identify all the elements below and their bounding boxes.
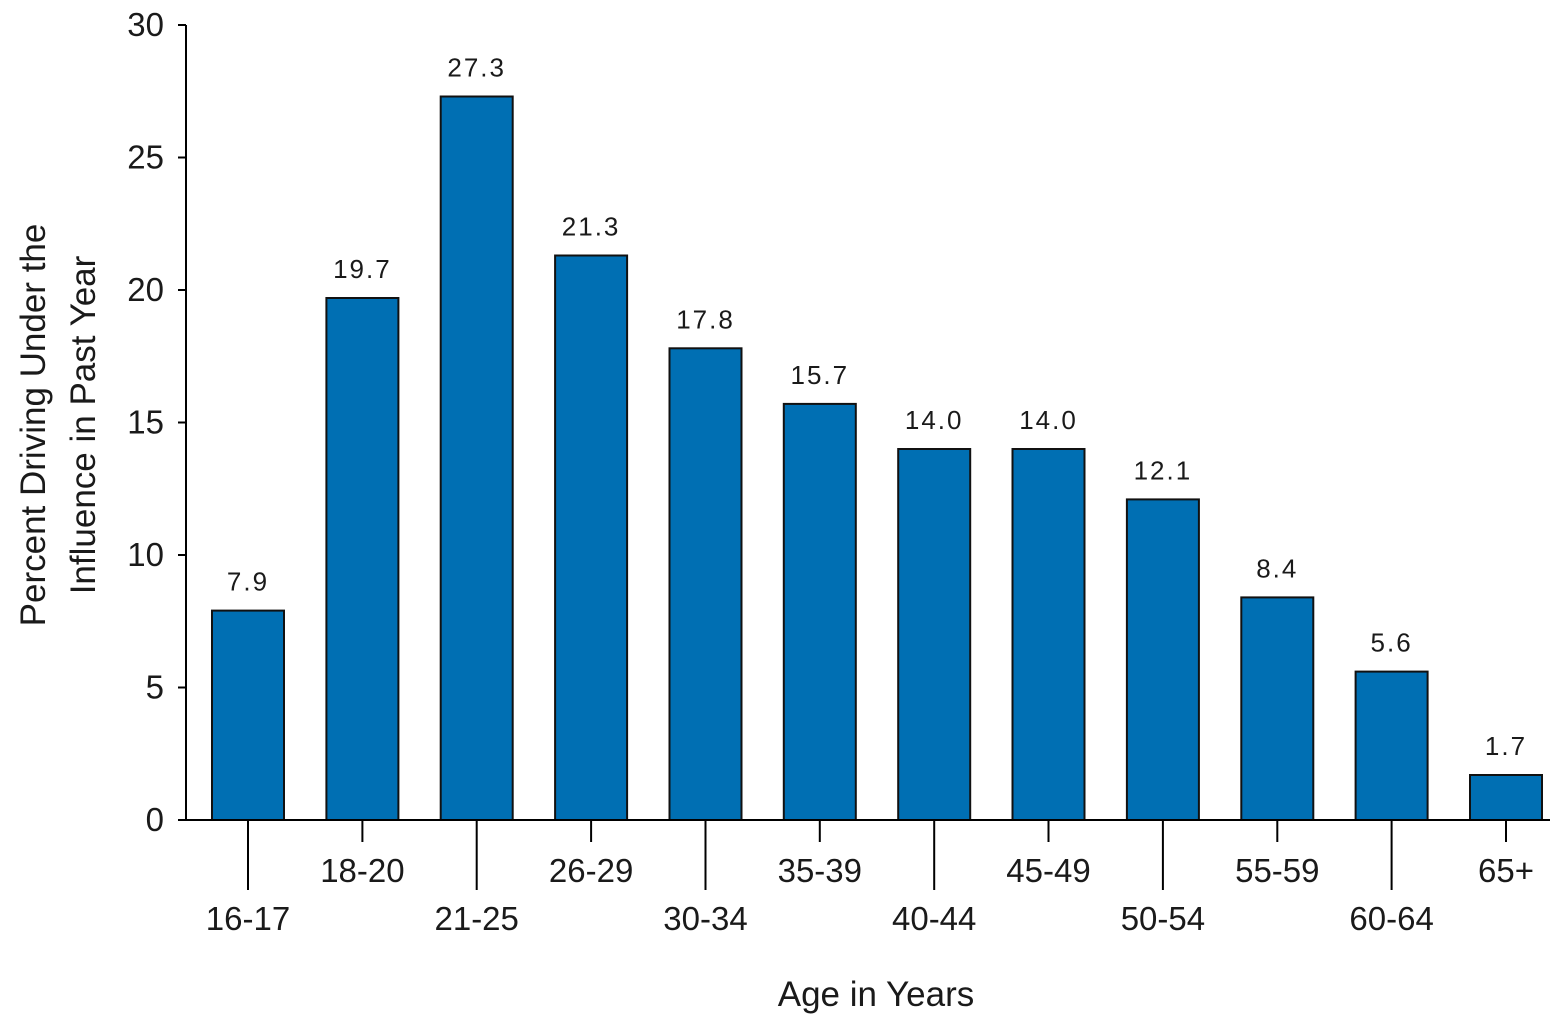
x-tick-label: 50-54 [1121, 900, 1205, 937]
x-tick-label: 18-20 [320, 852, 404, 889]
x-tick-label: 35-39 [778, 852, 862, 889]
x-tick-label: 21-25 [434, 900, 518, 937]
x-tick-label: 16-17 [206, 900, 290, 937]
bar [1240, 596, 1315, 822]
data-label: 21.3 [562, 212, 621, 242]
y-tick-label: 30 [127, 6, 164, 43]
bar [554, 254, 629, 821]
y-tick-label: 15 [127, 404, 164, 441]
data-label: 14.0 [1019, 405, 1078, 435]
x-tick-label: 40-44 [892, 900, 976, 937]
data-label: 1.7 [1485, 731, 1527, 761]
bar [439, 95, 514, 821]
data-label: 8.4 [1256, 553, 1298, 583]
bar [1125, 498, 1200, 821]
bar [1469, 774, 1543, 821]
x-tick-label: 30-34 [663, 900, 747, 937]
y-axis-title-line-2: Influence in Past Year [64, 255, 103, 594]
data-label: 17.8 [676, 304, 735, 334]
x-tick-label: 26-29 [549, 852, 633, 889]
bar [1354, 670, 1429, 821]
data-label: 5.6 [1371, 628, 1413, 658]
y-tick-label: 25 [127, 139, 164, 176]
bar [668, 347, 743, 821]
x-tick-label: 65+ [1478, 852, 1534, 889]
data-label: 19.7 [333, 254, 392, 284]
y-axis-title: Percent Driving Under the Influence in P… [14, 224, 103, 627]
y-axis-title-line-1: Percent Driving Under the [14, 224, 53, 627]
bar [211, 609, 285, 821]
data-label: 7.9 [227, 567, 269, 597]
x-tick-label: 45-49 [1006, 852, 1090, 889]
bar [782, 402, 857, 821]
bar [1011, 448, 1086, 821]
bar [325, 297, 400, 821]
x-axis-title: Age in Years [778, 975, 975, 1014]
plot-area: 7.9 19.7 27.3 21.3 17.8 15.7 14.0 14.0 12.1 8.4 5.… [127, 6, 1550, 937]
x-tick-label: 60-64 [1349, 900, 1433, 937]
data-label: 27.3 [447, 53, 506, 83]
data-label: 12.1 [1134, 455, 1193, 485]
y-tick-label: 5 [146, 669, 164, 706]
x-tick-label: 55-59 [1235, 852, 1319, 889]
data-label: 14.0 [905, 405, 964, 435]
bar [897, 448, 972, 821]
data-label: 15.7 [790, 360, 849, 390]
y-tick-label: 10 [127, 536, 164, 573]
y-tick-label: 0 [146, 801, 164, 838]
y-tick-label: 20 [127, 271, 164, 308]
